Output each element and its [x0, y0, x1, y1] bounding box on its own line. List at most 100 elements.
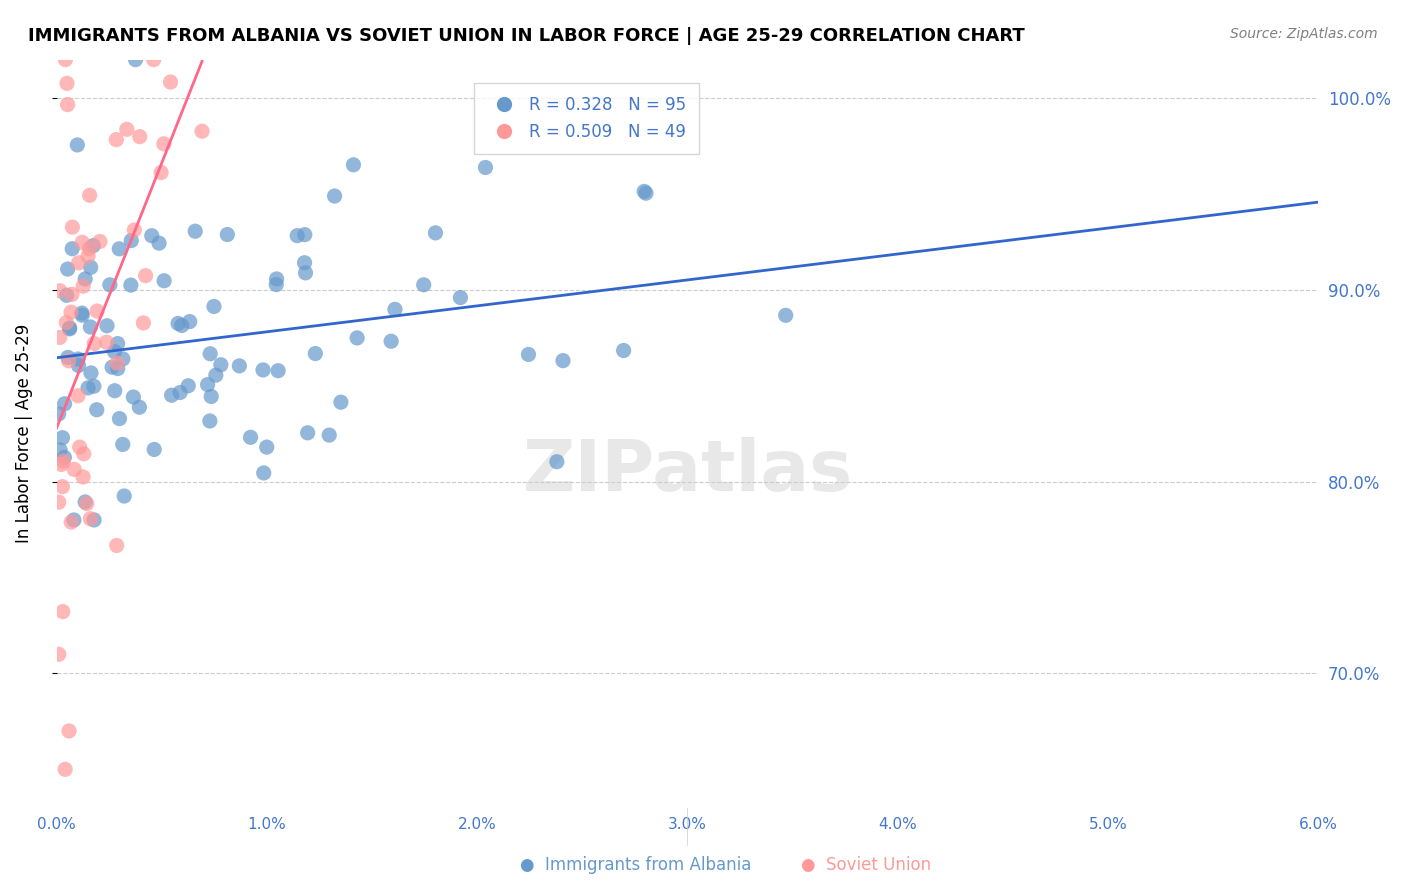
Immigrants from Albania — [148, 236, 170, 251]
Immigrants from Albania — [634, 186, 657, 201]
Immigrants from Albania — [56, 262, 79, 277]
Text: ●  Soviet Union: ● Soviet Union — [801, 856, 932, 874]
Soviet Union — [60, 305, 83, 319]
Immigrants from Albania — [80, 366, 103, 380]
Immigrants from Albania — [297, 425, 319, 440]
Soviet Union — [86, 304, 108, 318]
Immigrants from Albania — [197, 377, 219, 392]
Soviet Union — [67, 256, 90, 270]
Immigrants from Albania — [82, 238, 104, 252]
Immigrants from Albania — [77, 381, 100, 395]
Immigrants from Albania — [202, 300, 225, 314]
Immigrants from Albania — [98, 277, 121, 292]
Soviet Union — [73, 447, 96, 461]
Immigrants from Albania — [425, 226, 447, 240]
Immigrants from Albania — [380, 334, 402, 349]
Immigrants from Albania — [179, 315, 201, 329]
Soviet Union — [76, 497, 98, 511]
Immigrants from Albania — [329, 395, 352, 409]
Soviet Union — [79, 512, 101, 526]
Soviet Union — [49, 284, 72, 298]
Immigrants from Albania — [412, 277, 434, 292]
Soviet Union — [69, 440, 91, 454]
Soviet Union — [48, 330, 70, 344]
Immigrants from Albania — [101, 360, 124, 375]
Immigrants from Albania — [59, 321, 82, 335]
Immigrants from Albania — [184, 224, 207, 238]
Text: ZIPatlas: ZIPatlas — [523, 436, 852, 506]
Immigrants from Albania — [79, 320, 101, 334]
Soviet Union — [135, 268, 157, 283]
Soviet Union — [159, 75, 181, 89]
Soviet Union — [56, 97, 79, 112]
Soviet Union — [128, 129, 150, 144]
Immigrants from Albania — [209, 358, 232, 372]
Soviet Union — [132, 316, 155, 330]
Immigrants from Albania — [177, 379, 200, 393]
Immigrants from Albania — [204, 368, 226, 383]
Immigrants from Albania — [342, 158, 364, 172]
Immigrants from Albania — [122, 390, 145, 404]
Soviet Union — [60, 220, 83, 235]
Soviet Union — [77, 249, 100, 263]
Text: Source: ZipAtlas.com: Source: ZipAtlas.com — [1230, 27, 1378, 41]
Soviet Union — [124, 223, 146, 237]
Immigrants from Albania — [111, 437, 134, 451]
Immigrants from Albania — [124, 53, 146, 67]
Soviet Union — [115, 122, 138, 136]
Immigrants from Albania — [294, 227, 316, 242]
Soviet Union — [96, 335, 118, 350]
Immigrants from Albania — [104, 384, 127, 398]
Immigrants from Albania — [107, 361, 129, 376]
Soviet Union — [72, 470, 94, 484]
Immigrants from Albania — [198, 414, 221, 428]
Immigrants from Albania — [633, 185, 655, 199]
Text: IMMIGRANTS FROM ALBANIA VS SOVIET UNION IN LABOR FORCE | AGE 25-29 CORRELATION C: IMMIGRANTS FROM ALBANIA VS SOVIET UNION … — [28, 27, 1025, 45]
Immigrants from Albania — [120, 278, 142, 293]
Soviet Union — [105, 133, 128, 147]
Soviet Union — [105, 539, 128, 553]
Immigrants from Albania — [294, 266, 316, 280]
Immigrants from Albania — [51, 431, 73, 445]
Immigrants from Albania — [217, 227, 239, 242]
Immigrants from Albania — [67, 351, 90, 366]
Soviet Union — [55, 316, 77, 330]
Immigrants from Albania — [48, 407, 70, 421]
Immigrants from Albania — [67, 359, 90, 373]
Immigrants from Albania — [75, 272, 97, 286]
Soviet Union — [142, 53, 165, 67]
Soviet Union — [55, 53, 77, 67]
Immigrants from Albania — [49, 442, 72, 457]
Immigrants from Albania — [169, 385, 191, 400]
Immigrants from Albania — [75, 495, 97, 509]
Immigrants from Albania — [53, 450, 76, 465]
Immigrants from Albania — [517, 347, 540, 361]
Soviet Union — [48, 495, 70, 509]
Soviet Union — [60, 287, 83, 301]
Immigrants from Albania — [551, 353, 574, 368]
Immigrants from Albania — [107, 336, 129, 351]
Immigrants from Albania — [70, 308, 93, 322]
Immigrants from Albania — [70, 306, 93, 320]
Immigrants from Albania — [160, 388, 183, 402]
Legend: R = 0.328   N = 95, R = 0.509   N = 49: R = 0.328 N = 95, R = 0.509 N = 49 — [474, 83, 699, 154]
Immigrants from Albania — [83, 513, 105, 527]
Soviet Union — [51, 480, 73, 494]
Soviet Union — [79, 188, 101, 202]
Immigrants from Albania — [346, 331, 368, 345]
Immigrants from Albania — [200, 389, 222, 403]
Immigrants from Albania — [285, 228, 308, 243]
Soviet Union — [53, 762, 76, 776]
Immigrants from Albania — [63, 513, 86, 527]
Soviet Union — [52, 605, 75, 619]
Immigrants from Albania — [228, 359, 250, 373]
Immigrants from Albania — [546, 455, 568, 469]
Text: ●  Immigrants from Albania: ● Immigrants from Albania — [520, 856, 752, 874]
Immigrants from Albania — [58, 322, 80, 336]
Soviet Union — [52, 454, 75, 468]
Soviet Union — [66, 389, 89, 403]
Soviet Union — [83, 336, 105, 351]
Immigrants from Albania — [108, 411, 131, 425]
Immigrants from Albania — [96, 318, 118, 333]
Soviet Union — [191, 124, 214, 138]
